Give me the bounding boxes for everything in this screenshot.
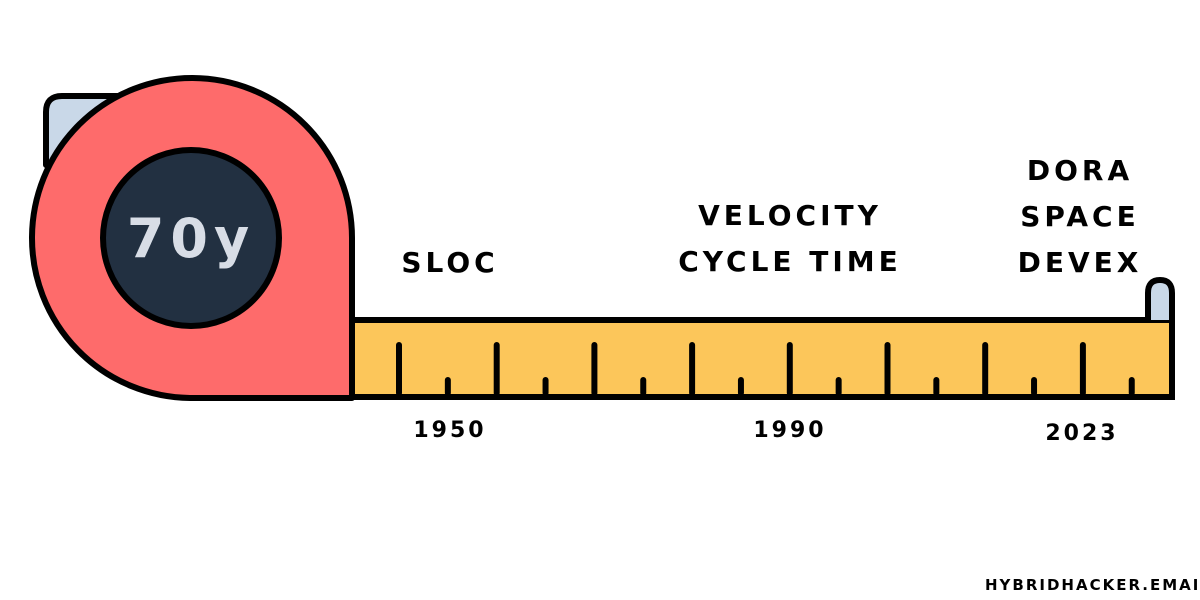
label-line: VELOCITY: [698, 199, 882, 232]
label-dora-space-devex: DORA SPACE DEVEX: [1000, 148, 1160, 286]
tape-blade: [343, 317, 1175, 400]
credit-text: HYBRIDHACKER.EMAIL: [985, 576, 1200, 594]
gauge-dial: [100, 147, 282, 329]
label-line: SLOC: [401, 246, 499, 279]
tape-hook: [1145, 277, 1175, 320]
year-label: 1990: [753, 418, 827, 443]
label-sloc: SLOC: [370, 240, 530, 286]
label-velocity-cycle-time: VELOCITY CYCLE TIME: [660, 193, 920, 285]
year-label: 2023: [1045, 421, 1119, 446]
label-line: SPACE: [1020, 200, 1140, 233]
label-line: CYCLE TIME: [678, 245, 902, 278]
tape-ticks: [396, 342, 1135, 396]
gauge-value: 70y: [126, 206, 256, 270]
label-line: DORA: [1026, 154, 1134, 187]
label-line: DEVEX: [1017, 246, 1143, 279]
year-label: 1950: [413, 418, 487, 443]
